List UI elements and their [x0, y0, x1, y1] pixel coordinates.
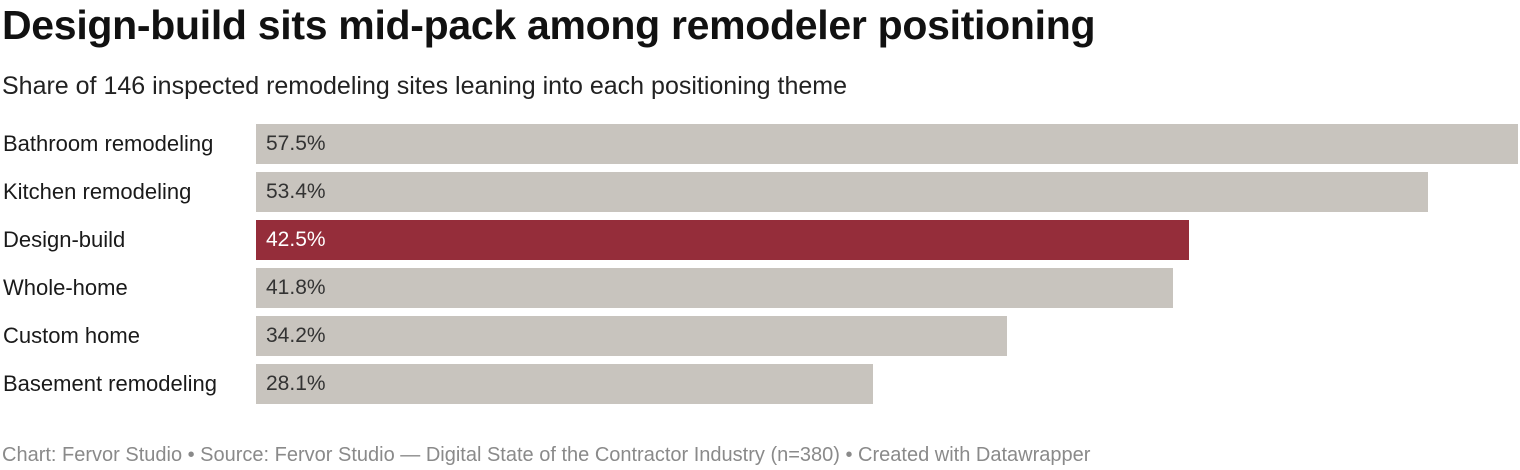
value-label: 41.8% [266, 276, 326, 299]
category-label: Custom home [3, 323, 140, 348]
bar-chart: Bathroom remodeling 57.5% Kitchen remodeli… [0, 120, 1520, 410]
highlighted-bar [256, 220, 1189, 260]
value-label: 34.2% [266, 324, 326, 347]
bar-row: Custom home 34.2% [0, 312, 1520, 356]
bar-row: Kitchen remodeling 53.4% [0, 168, 1520, 212]
chart-footer: Chart: Fervor Studio • Source: Fervor St… [2, 444, 1091, 466]
bar-row: Basement remodeling 28.1% [0, 360, 1520, 404]
bar [256, 364, 873, 404]
value-label: 28.1% [266, 372, 326, 395]
bar [256, 268, 1173, 308]
value-label: 57.5% [266, 132, 326, 155]
value-label: 53.4% [266, 180, 326, 203]
category-label: Design-build [3, 227, 126, 252]
bar [256, 316, 1007, 356]
chart-title: Design-build sits mid-pack among remodel… [2, 2, 1096, 48]
bar [256, 124, 1518, 164]
bar [256, 172, 1428, 212]
value-label: 42.5% [266, 228, 326, 251]
category-label: Bathroom remodeling [3, 131, 214, 156]
category-label: Kitchen remodeling [3, 179, 192, 204]
category-label: Basement remodeling [3, 371, 218, 396]
bar-row: Bathroom remodeling 57.5% [0, 120, 1520, 164]
category-label: Whole-home [3, 275, 128, 300]
bar-row: Design-build 42.5% [0, 216, 1520, 260]
chart-subtitle: Share of 146 inspected remodeling sites … [2, 72, 847, 100]
bar-row: Whole-home 41.8% [0, 264, 1520, 308]
